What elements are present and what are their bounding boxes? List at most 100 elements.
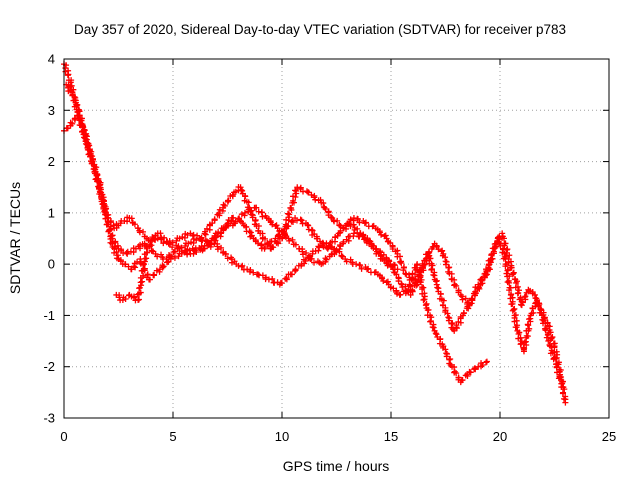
data-point-dense	[261, 244, 268, 251]
data-point-dense	[259, 213, 266, 220]
data-point-dense	[354, 229, 361, 236]
data-point-dense	[362, 236, 369, 243]
data-point-dense	[378, 231, 385, 238]
data-point-dense	[161, 234, 168, 241]
data-point-dense	[440, 297, 447, 304]
data-point-dense	[252, 237, 259, 244]
data-point-dense	[122, 296, 129, 303]
data-point-dense	[377, 253, 384, 260]
data-point-dense	[269, 221, 276, 228]
data-point-dense	[131, 293, 138, 300]
data-point-dense	[247, 208, 254, 215]
data-point-dense	[347, 223, 354, 230]
data-point-dense	[560, 395, 567, 402]
data-point-dense	[312, 196, 319, 203]
data-point-dense	[356, 219, 363, 226]
data-point-dense	[171, 254, 178, 261]
data-point-dense	[393, 271, 400, 278]
data-point-dense	[336, 221, 343, 228]
data-point-dense	[354, 216, 361, 223]
data-point	[372, 245, 379, 252]
data-point-dense	[433, 242, 440, 249]
data-point-dense	[483, 359, 490, 366]
data-point-dense	[259, 272, 266, 279]
data-point-dense	[406, 281, 413, 288]
data-point-dense	[508, 264, 515, 271]
data-point-dense	[238, 186, 245, 193]
data-point-dense	[445, 317, 452, 324]
data-point-dense	[397, 258, 404, 265]
data-point-dense	[151, 271, 158, 278]
data-point-dense	[245, 199, 252, 206]
data-point-dense	[328, 214, 335, 221]
data-point-dense	[216, 206, 223, 213]
data-point-dense	[459, 376, 466, 383]
data-point-dense	[453, 370, 460, 377]
data-point-dense	[449, 320, 456, 327]
data-point-dense	[549, 349, 556, 356]
data-point-dense	[283, 275, 290, 281]
x-tick-label: 20	[493, 429, 507, 444]
data-point-dense	[292, 267, 299, 274]
data-point-dense	[322, 206, 329, 213]
data-point-dense	[519, 299, 526, 306]
data-point-dense	[446, 264, 453, 271]
data-point-dense	[509, 300, 516, 307]
data-point-dense	[122, 261, 129, 268]
data-point-dense	[302, 258, 309, 265]
data-point-dense	[439, 247, 446, 254]
data-point-dense	[385, 257, 392, 264]
data-point-dense	[292, 194, 299, 201]
data-point-dense	[517, 334, 524, 341]
data-point-dense	[141, 265, 148, 272]
data-point-dense	[502, 255, 509, 262]
data-point-dense	[430, 271, 437, 278]
data-point-dense	[205, 239, 212, 246]
data-point-dense	[429, 324, 436, 331]
data-point-dense	[347, 216, 354, 223]
data-point	[483, 358, 490, 365]
data-point-dense	[94, 171, 101, 178]
x-tick-label: 15	[384, 429, 398, 444]
data-point-dense	[500, 235, 507, 242]
data-point-dense	[357, 262, 364, 269]
data-point-dense	[98, 193, 105, 200]
data-point	[241, 209, 248, 216]
data-point	[405, 286, 412, 293]
data-point-dense	[542, 327, 549, 334]
data-point-dense	[417, 279, 424, 286]
data-point-dense	[253, 204, 260, 211]
data-point-dense	[382, 232, 389, 239]
data-point-dense	[77, 117, 84, 124]
grid-lines	[64, 59, 609, 418]
data-point-dense	[285, 223, 292, 230]
data-point-dense	[173, 242, 180, 249]
data-point-dense	[424, 307, 431, 314]
data-point-dense	[509, 271, 516, 278]
data-point-dense	[506, 287, 513, 294]
data-point-dense	[394, 290, 401, 297]
data-point-dense	[118, 246, 125, 253]
data-point-dense	[314, 235, 321, 242]
data-point-dense	[395, 278, 402, 285]
y-axis-label: SDTVAR / TECUs	[7, 182, 23, 294]
data-point-dense	[286, 237, 293, 244]
data-point-dense	[249, 214, 256, 221]
data-point-dense	[303, 250, 310, 257]
data-point-dense	[128, 215, 135, 222]
data-point-dense	[481, 270, 488, 277]
data-point-dense	[123, 249, 130, 256]
data-point-dense	[225, 216, 232, 223]
data-point-dense	[65, 88, 72, 95]
data-point-dense	[555, 375, 562, 382]
data-point-dense	[91, 165, 98, 172]
data-point-dense	[69, 120, 76, 127]
plot-frame	[63, 58, 610, 419]
data-point-dense	[80, 128, 87, 135]
x-tick-label: 0	[60, 429, 67, 444]
data-point-dense	[230, 214, 237, 221]
data-point	[361, 235, 368, 242]
data-point-dense	[287, 204, 294, 211]
data-point-dense	[182, 247, 189, 254]
data-point-dense	[315, 243, 322, 250]
